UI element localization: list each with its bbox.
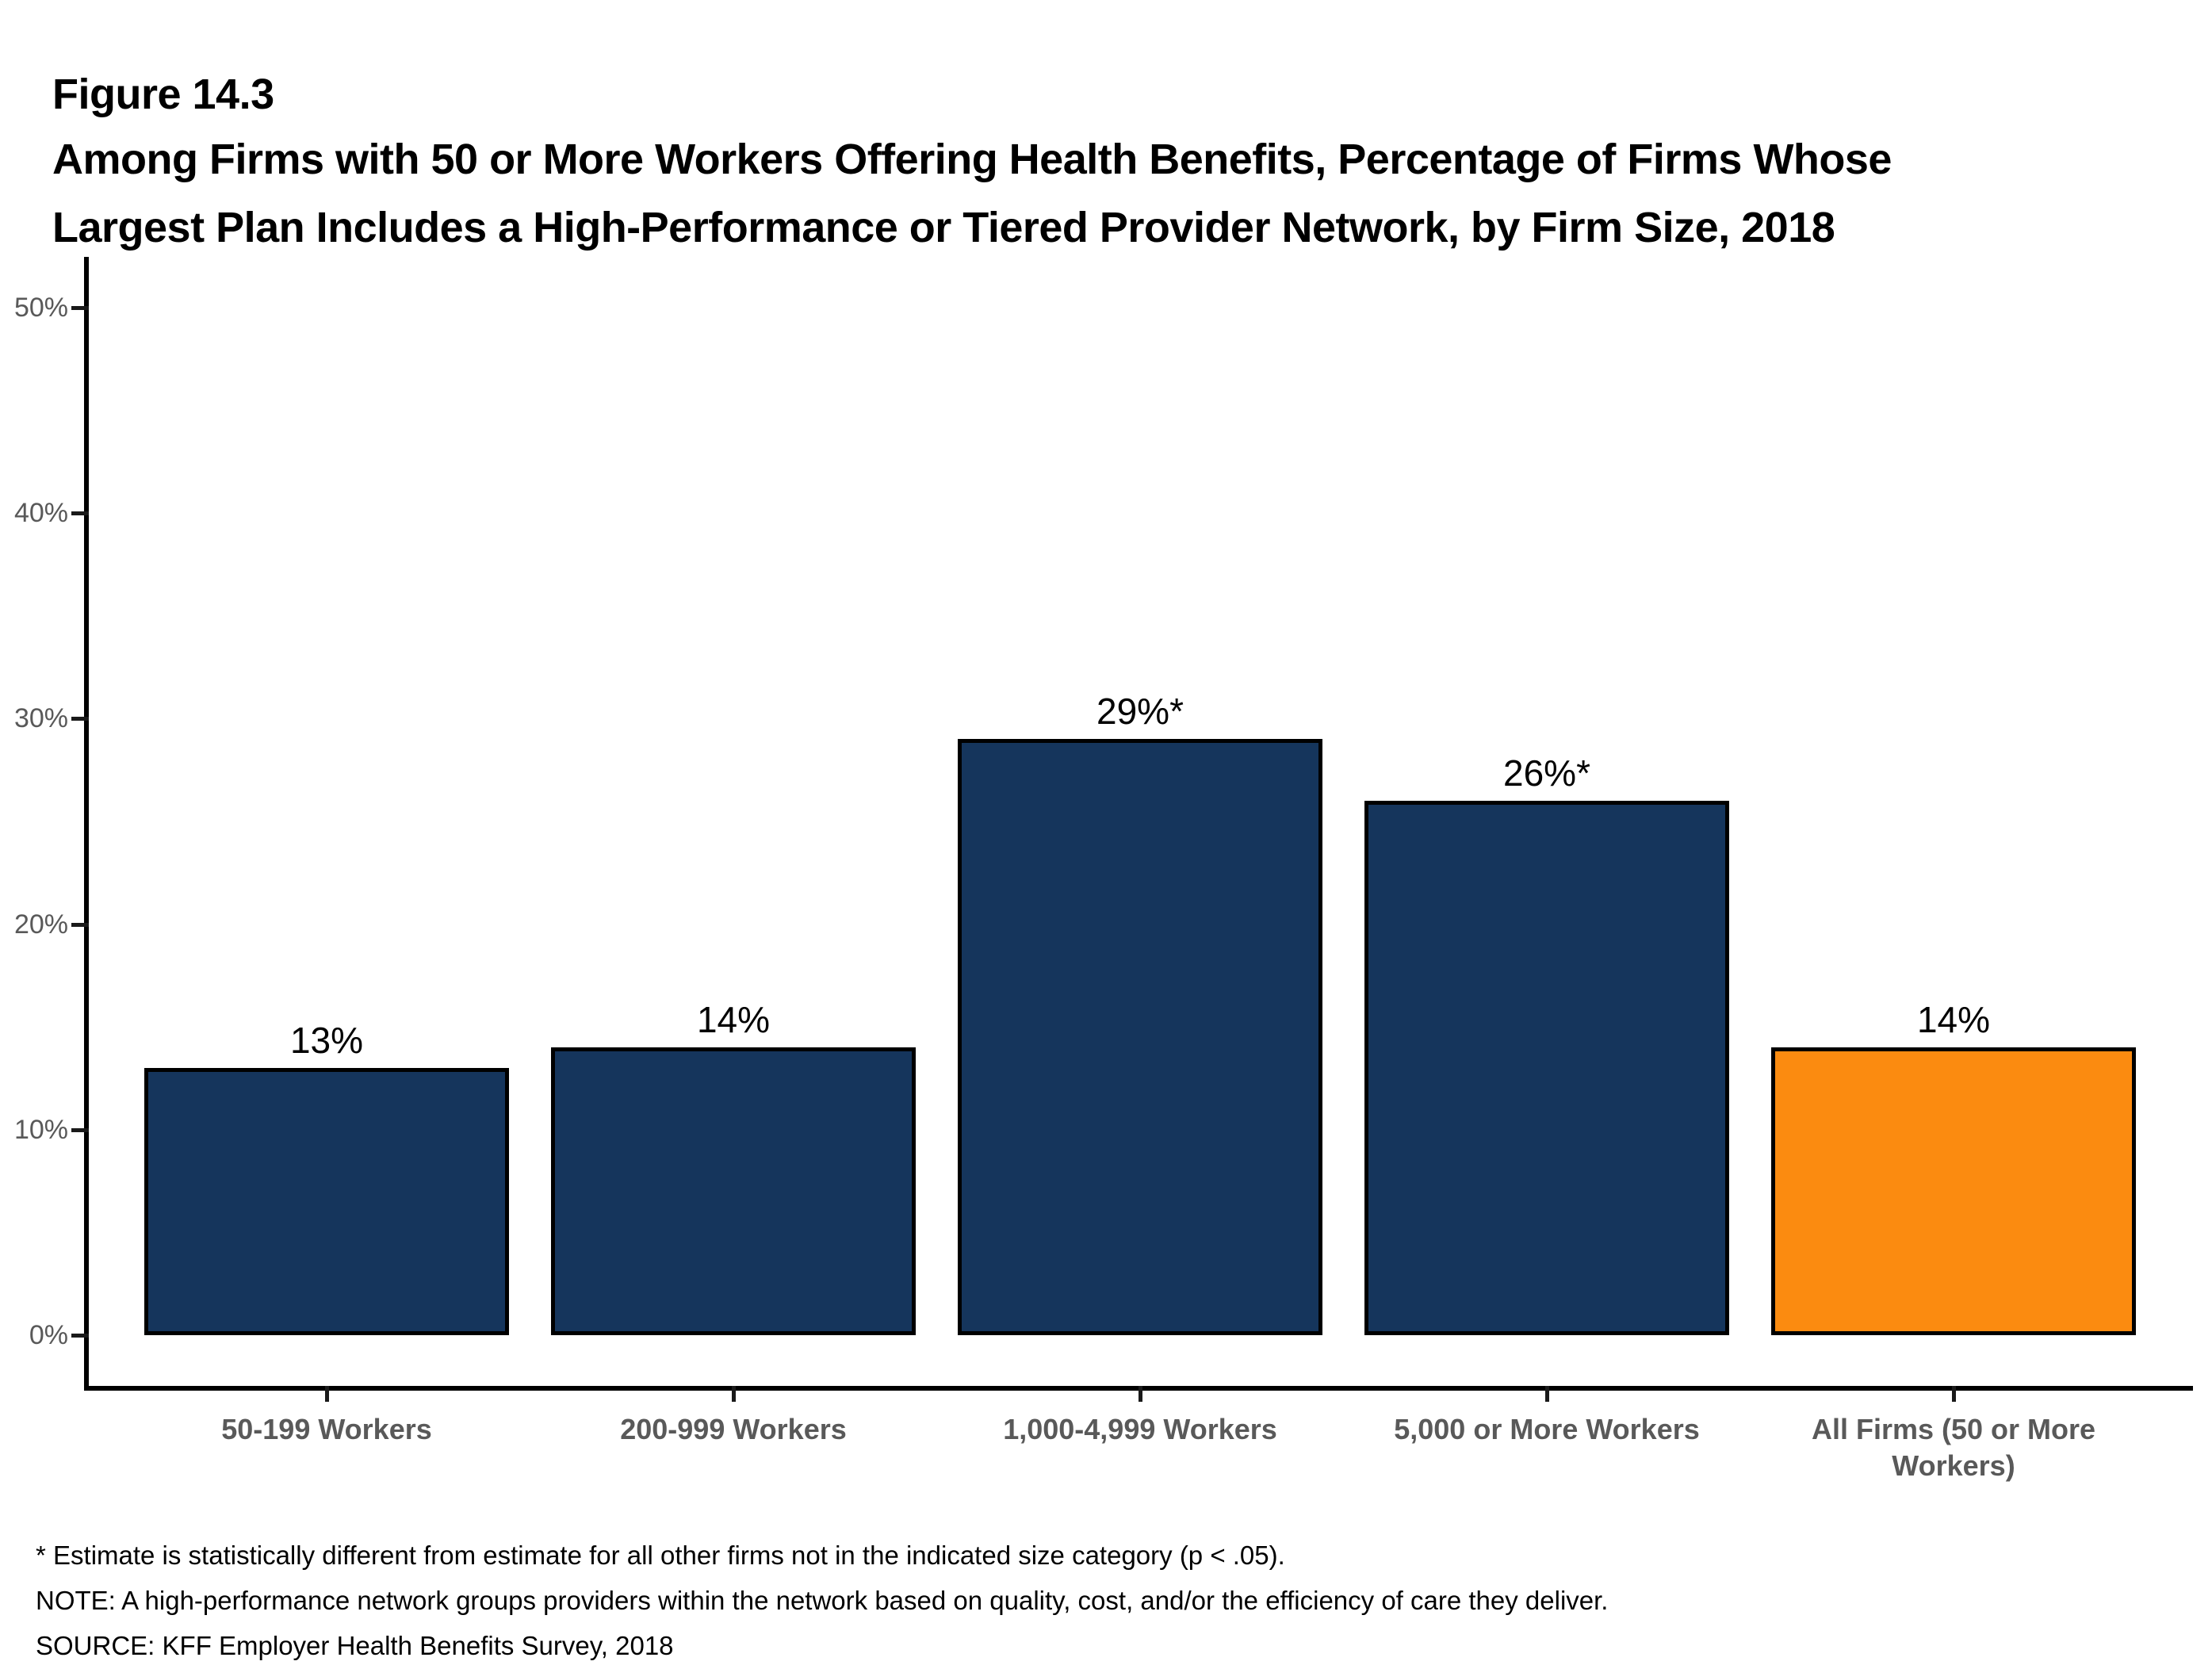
value-label-1-000-4-999-workers: 29%* (1096, 691, 1184, 733)
footnote-note: NOTE: A high-performance network groups … (36, 1586, 1609, 1615)
bar-all-firms-50-or-more-workers (1771, 1047, 2136, 1335)
value-label-50-199-workers: 13% (289, 1020, 364, 1062)
figure-number: Figure 14.3 (52, 71, 274, 118)
x-category-label-1-000-4-999-workers: 1,000-4,999 Workers (1003, 1413, 1277, 1445)
y-tick-mark-20% (71, 922, 89, 927)
y-tick-label-30%: 30% (13, 703, 68, 734)
x-tick-mark-all-firms-50-or-more-workers (1952, 1386, 1956, 1402)
x-tick-mark-50-199-workers (325, 1386, 329, 1402)
x-category-label-200-999-workers: 200-999 Workers (620, 1413, 847, 1445)
x-tick-mark-5-000-or-more-workers (1545, 1386, 1549, 1402)
bar-5-000-or-more-workers (1364, 801, 1729, 1335)
bar-200-999-workers (551, 1047, 916, 1335)
bar-1-000-4-999-workers (958, 739, 1322, 1335)
figure-title-line1: Among Firms with 50 or More Workers Offe… (52, 136, 1892, 183)
y-tick-mark-40% (71, 511, 89, 516)
y-tick-mark-30% (71, 717, 89, 722)
y-tick-label-0%: 0% (29, 1320, 68, 1350)
x-category-label-5-000-or-more-workers: 5,000 or More Workers (1394, 1413, 1700, 1445)
value-label-200-999-workers: 14% (696, 999, 771, 1041)
x-tick-mark-200-999-workers (732, 1386, 736, 1402)
y-tick-mark-50% (71, 306, 89, 310)
x-category-label-50-199-workers: 50-199 Workers (221, 1413, 432, 1445)
y-tick-label-40%: 40% (13, 498, 68, 529)
footnote-source: SOURCE: KFF Employer Health Benefits Sur… (36, 1631, 674, 1660)
value-label-5-000-or-more-workers: 26%* (1503, 752, 1590, 794)
y-tick-label-10%: 10% (13, 1114, 68, 1145)
y-tick-mark-0% (71, 1334, 89, 1338)
bar-50-199-workers (144, 1068, 509, 1335)
x-category-label-all-firms-50-or-more-workers: All Firms (50 or More Workers) (1811, 1413, 2096, 1482)
y-tick-label-50%: 50% (13, 293, 68, 323)
footnote-significance: * Estimate is statistically different fr… (36, 1541, 1285, 1570)
x-tick-mark-1-000-4-999-workers (1139, 1386, 1142, 1402)
figure-title-line2: Largest Plan Includes a High-Performance… (52, 204, 1835, 251)
y-axis-line (84, 257, 89, 1391)
value-label-all-firms-50-or-more-workers: 14% (1916, 999, 1991, 1041)
y-tick-mark-10% (71, 1127, 89, 1132)
y-tick-label-20%: 20% (13, 909, 68, 940)
